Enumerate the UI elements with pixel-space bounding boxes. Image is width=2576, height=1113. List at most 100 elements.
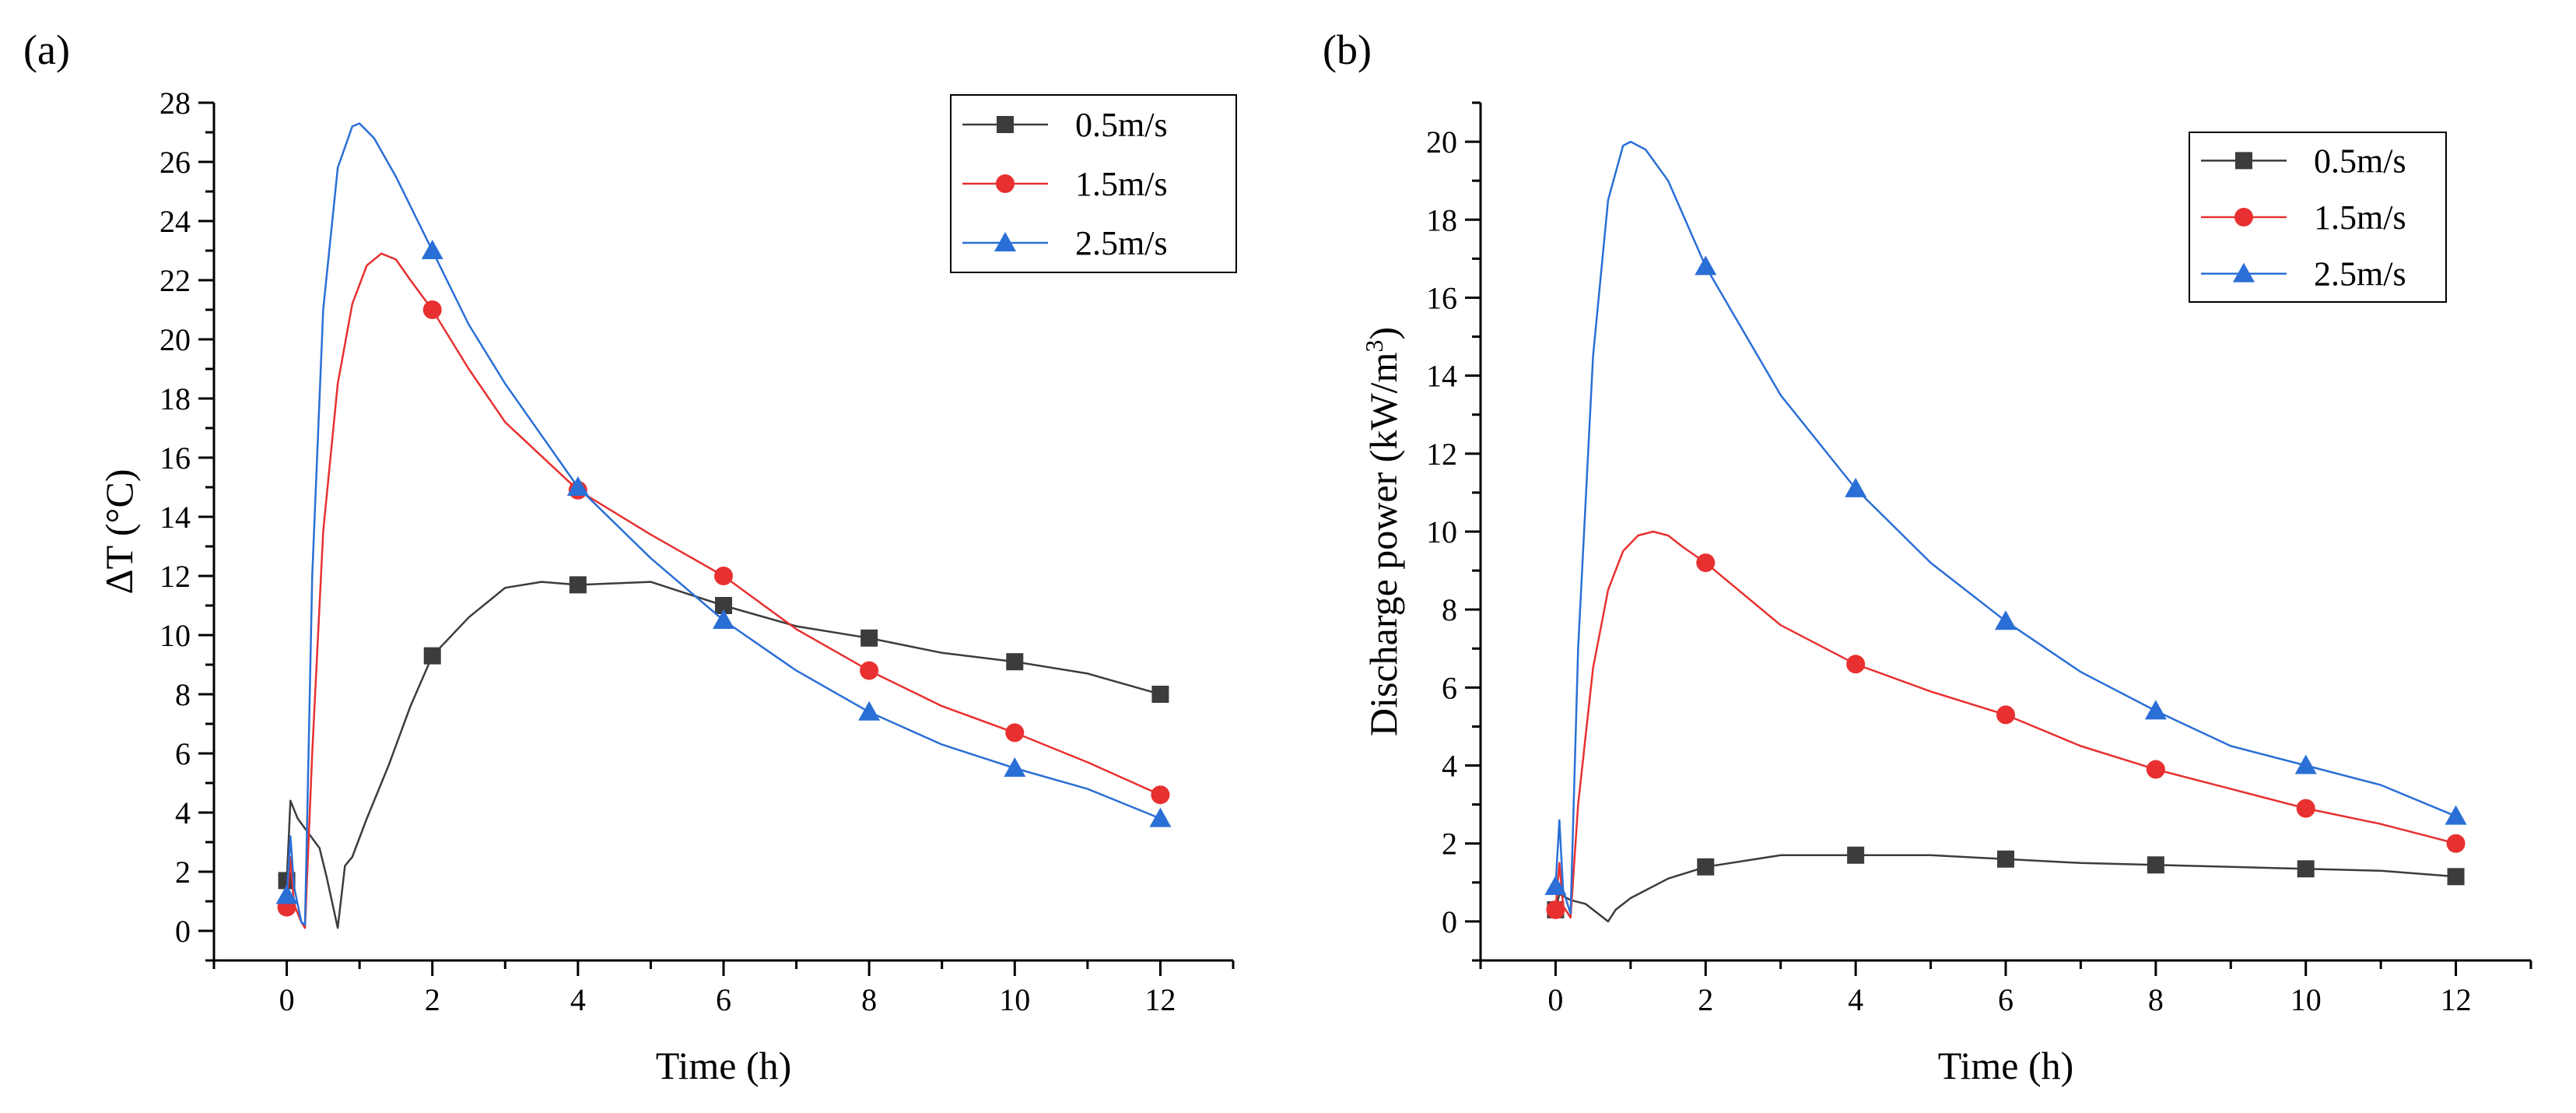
y-tick-label: 24: [159, 204, 191, 239]
data-point-0.5m/s: [2297, 860, 2315, 878]
panel-label: (a): [23, 26, 70, 73]
legend-label: 2.5m/s: [2314, 255, 2406, 293]
series-line-2.5m/s: [1554, 140, 2457, 915]
x-tick-label: 6: [1998, 982, 2013, 1017]
data-point-0.5m/s: [569, 576, 587, 594]
legend-marker-1.5m/s: [996, 174, 1015, 193]
legend-label: 0.5m/s: [1075, 106, 1168, 144]
y-tick-label: 16: [1426, 280, 1457, 315]
legend-marker-2.5m/s: [2233, 262, 2255, 283]
x-tick-label: 4: [1848, 982, 1863, 1017]
data-point-2.5m/s: [858, 700, 881, 721]
data-point-1.5m/s: [714, 567, 733, 585]
data-point-2.5m/s: [1149, 807, 1172, 827]
data-point-1.5m/s: [1846, 655, 1866, 674]
y-axis-label-end: ): [1362, 327, 1405, 340]
y-tick-label: 12: [1426, 437, 1457, 472]
x-tick-label: 6: [716, 982, 731, 1017]
data-point-1.5m/s: [422, 300, 442, 319]
y-tick-label: 16: [159, 441, 191, 476]
x-tick-label: 0: [1547, 982, 1563, 1017]
x-tick-label: 12: [1144, 982, 1176, 1017]
data-point-2.5m/s: [713, 609, 734, 629]
y-tick-label: 18: [159, 381, 191, 416]
y-tick-label: 20: [1426, 125, 1457, 160]
y-tick-label: 0: [1442, 904, 1457, 939]
y-tick-label: 18: [1426, 202, 1457, 237]
x-tick-label: 8: [2148, 982, 2164, 1017]
data-point-2.5m/s: [275, 884, 298, 904]
legend-label: 2.5m/s: [1075, 224, 1168, 262]
x-tick-label: 2: [425, 982, 440, 1017]
data-point-1.5m/s: [2446, 834, 2466, 853]
data-point-2.5m/s: [421, 240, 443, 259]
legend-label: 1.5m/s: [1075, 165, 1168, 203]
y-tick-label: 2: [1442, 827, 1457, 862]
y-tick-label: 4: [1442, 749, 1457, 784]
data-point-1.5m/s: [1546, 900, 1565, 919]
panel-a-chart: (a)0 2 4 6 8 10 120246810121416182022242628Tim…: [23, 26, 1237, 1087]
data-point-2.5m/s: [566, 476, 589, 496]
data-point-2.5m/s: [1695, 255, 1717, 276]
data-point-0.5m/s: [1847, 846, 1865, 864]
legend-marker-2.5m/s: [994, 232, 1016, 251]
x-tick-label: 4: [570, 982, 586, 1017]
x-tick-label: 2: [1698, 982, 1713, 1017]
data-point-2.5m/s: [1845, 477, 1867, 497]
data-point-2.5m/s: [1995, 610, 2017, 630]
data-point-0.5m/s: [1697, 858, 1715, 876]
data-point-0.5m/s: [860, 629, 878, 647]
legend-label: 0.5m/s: [2314, 142, 2406, 180]
x-axis-label: Time (h): [1938, 1044, 2074, 1087]
data-point-1.5m/s: [860, 661, 879, 680]
data-point-0.5m/s: [1997, 850, 2014, 868]
y-tick-label: 0: [175, 914, 191, 949]
y-tick-label: 26: [159, 145, 191, 180]
legend-label: 1.5m/s: [2314, 198, 2406, 237]
x-tick-label: 12: [2441, 982, 2472, 1017]
y-tick-label: 8: [175, 677, 191, 712]
data-point-0.5m/s: [1006, 653, 1024, 671]
series-line-1.5m/s: [286, 252, 1161, 929]
y-axis-label: ΔT (°C): [97, 469, 141, 595]
y-tick-label: 4: [175, 795, 191, 830]
panel-label: (b): [1323, 26, 1372, 73]
data-point-1.5m/s: [1996, 705, 2015, 725]
data-point-0.5m/s: [423, 647, 441, 665]
y-tick-label: 12: [159, 559, 191, 594]
panel-b-chart: (b) 0 2 4 6 8 10 12 0 2 4 6 8 10 12 14 16 18 20 Time (h) Dis…: [1323, 26, 2532, 1087]
data-point-2.5m/s: [1544, 875, 1567, 895]
x-tick-label: 10: [2290, 982, 2322, 1017]
data-point-0.5m/s: [1151, 686, 1169, 703]
y-axis-label: Discharge power (kW/m3): [1360, 327, 1405, 736]
y-tick-label: 6: [1442, 670, 1457, 705]
data-point-2.5m/s: [2445, 805, 2467, 825]
y-tick-label: 22: [159, 263, 191, 298]
data-point-2.5m/s: [2144, 700, 2167, 720]
legend-marker-1.5m/s: [2234, 208, 2253, 226]
data-point-1.5m/s: [1696, 553, 1716, 573]
y-tick-label: 10: [159, 618, 191, 653]
data-point-0.5m/s: [2447, 868, 2465, 886]
y-tick-label: 6: [175, 736, 191, 771]
y-tick-label: 10: [1426, 514, 1457, 549]
y-axis-label-main: Discharge power (kW/m: [1362, 353, 1405, 736]
x-tick-label: 8: [861, 982, 877, 1017]
y-tick-label: 14: [159, 500, 191, 535]
data-point-0.5m/s: [715, 597, 732, 614]
data-point-2.5m/s: [2294, 754, 2317, 774]
legend-marker-0.5m/s: [2235, 152, 2252, 170]
y-tick-label: 8: [1442, 592, 1457, 627]
series-line-0.5m/s: [286, 581, 1161, 929]
x-tick-label: 10: [999, 982, 1030, 1017]
legend-marker-0.5m/s: [997, 116, 1014, 133]
y-tick-label: 28: [159, 86, 191, 121]
data-point-1.5m/s: [1005, 723, 1025, 743]
data-point-1.5m/s: [2296, 799, 2315, 818]
y-axis-label-superscript: 3: [1360, 340, 1388, 353]
series-line-2.5m/s: [286, 122, 1161, 926]
y-tick-label: 20: [159, 322, 191, 357]
y-tick-label: 2: [175, 855, 191, 890]
data-point-0.5m/s: [2147, 856, 2164, 874]
